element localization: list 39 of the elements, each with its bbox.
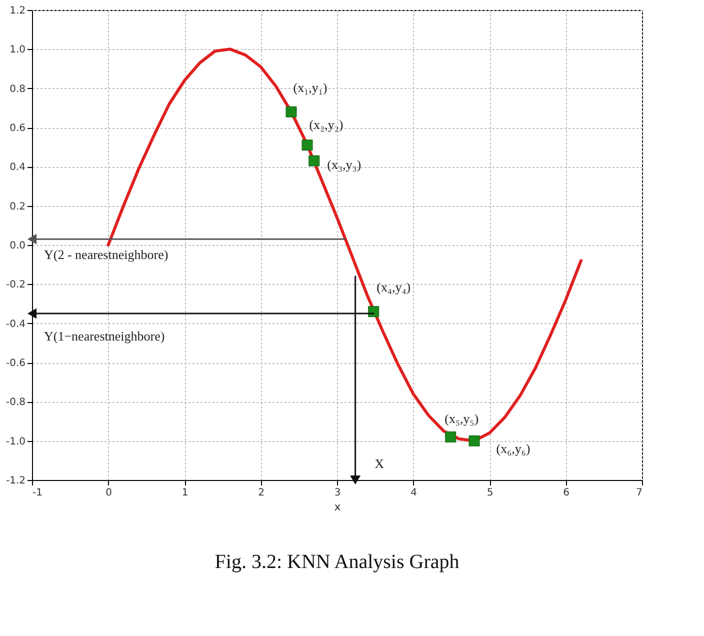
y-tick-label: 0.6 (10, 123, 26, 134)
x-tick-label: 2 (258, 488, 264, 498)
x-tick-label: 5 (486, 488, 494, 498)
y-tick-label: 0.8 (10, 84, 26, 95)
annotation: X (374, 456, 385, 471)
x-tick-label: -1 (32, 488, 42, 498)
x-tick-label: 7 (636, 488, 642, 498)
point (286, 106, 297, 118)
annotation: (x₃,y₃) (327, 156, 362, 172)
point (468, 435, 480, 446)
y-tick-label: 1.0 (10, 44, 26, 56)
point (302, 140, 313, 151)
point (445, 431, 456, 442)
text: Fig. 3.2: KNN Analysis Graph (214, 551, 460, 573)
annotation: (x₂,y₂) (309, 117, 344, 132)
annotation: (x₅,y₅) (444, 410, 479, 426)
annotation: (x₄,y₄) (376, 280, 411, 295)
point (308, 155, 320, 166)
annotation: Y(1−nearestneighbore) (44, 328, 165, 344)
y-tick-label: -0.6 (6, 358, 26, 369)
x-tick-label: 3 (334, 488, 341, 498)
y-tick-label: -0.2 (6, 280, 26, 291)
x-tick-label: 6 (563, 488, 570, 498)
y-tick-label: -0.4 (6, 318, 26, 330)
annotation: (x₁,y₁) (293, 80, 328, 95)
annotation: (x₆,y₆) (496, 440, 530, 456)
y-tick-label: 1.2 (10, 6, 26, 16)
y-tick-label: -1.0 (6, 436, 26, 448)
x-axis-title: x (334, 500, 342, 514)
y-tick-label: 0.2 (10, 201, 26, 212)
y-tick-label: 0.0 (10, 240, 26, 252)
x-tick-label: 4 (410, 488, 417, 498)
x-tick-label: 0 (106, 488, 112, 498)
y-tick-label: -1.2 (6, 476, 26, 486)
annotation: Y(2 - nearestneighbore) (44, 247, 168, 262)
y-tick-label: 0.4 (10, 162, 26, 174)
x-tick-label: 1 (182, 488, 188, 498)
y-tick-label: -0.8 (6, 397, 26, 408)
point (368, 306, 380, 318)
